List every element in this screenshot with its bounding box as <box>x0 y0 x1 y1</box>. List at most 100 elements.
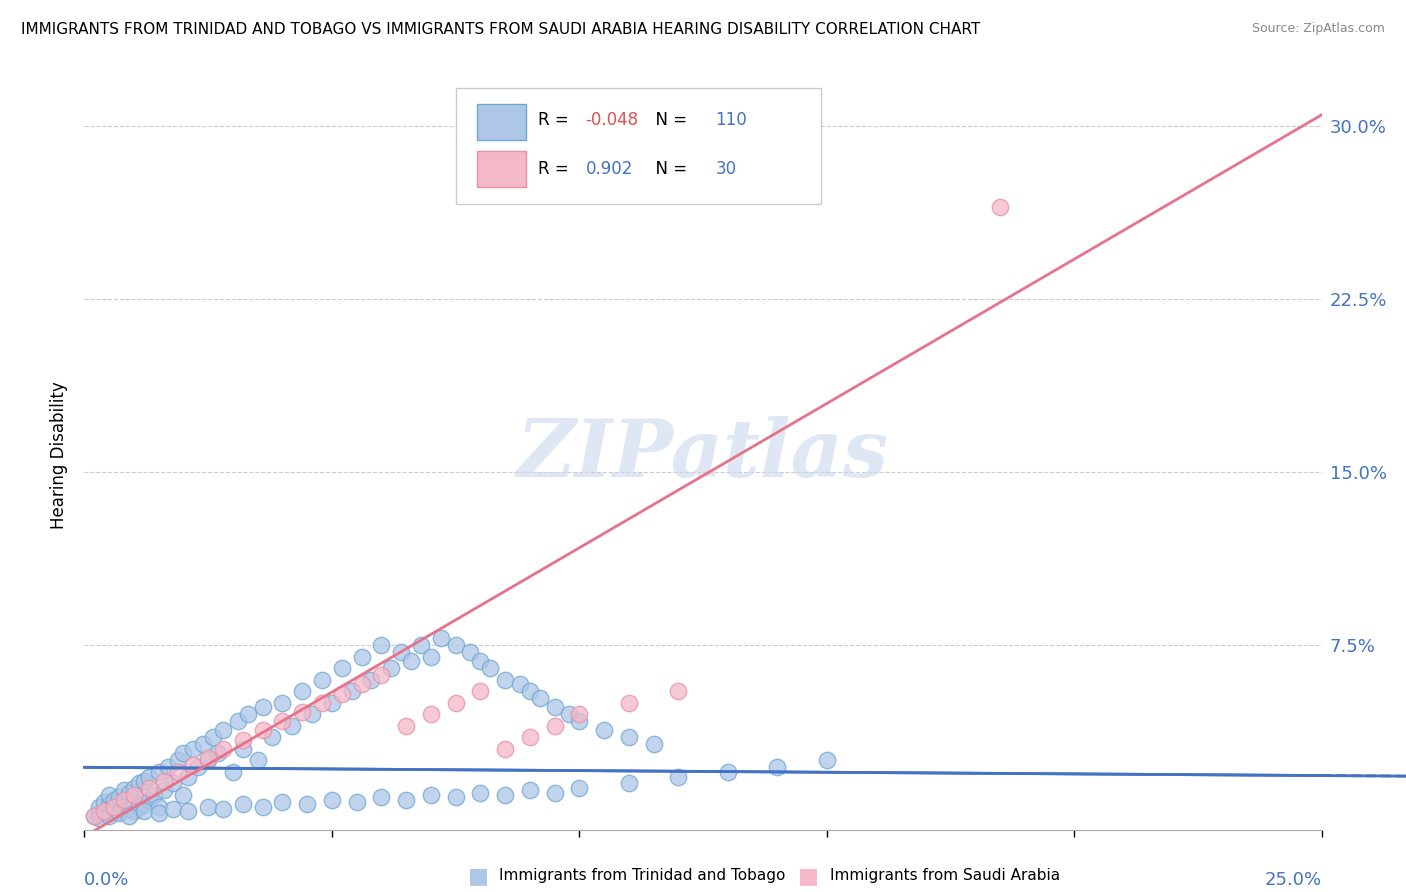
Point <box>617 776 640 790</box>
Text: ■: ■ <box>799 866 818 886</box>
Point <box>98 808 121 822</box>
Point <box>494 788 516 802</box>
Text: ZIPatlas: ZIPatlas <box>517 417 889 493</box>
Point <box>93 795 115 809</box>
Point <box>617 731 640 745</box>
Point <box>419 707 441 722</box>
Point <box>399 654 422 668</box>
Point <box>311 696 333 710</box>
Point <box>212 742 235 756</box>
Point <box>494 673 516 687</box>
Point <box>172 788 194 802</box>
Point <box>112 792 135 806</box>
Point <box>83 808 105 822</box>
Point <box>470 654 492 668</box>
Point <box>148 806 170 821</box>
Point <box>252 799 274 814</box>
Point <box>543 786 565 800</box>
Point <box>157 760 180 774</box>
Point <box>380 661 402 675</box>
Point <box>419 649 441 664</box>
Point <box>370 638 392 652</box>
Point <box>222 764 245 779</box>
Point <box>167 764 190 779</box>
Point <box>212 802 235 816</box>
Bar <box>477 152 526 187</box>
Point <box>128 799 150 814</box>
Point <box>98 797 121 812</box>
Point <box>172 747 194 761</box>
Point <box>191 737 214 751</box>
Point <box>350 649 373 664</box>
Text: ■: ■ <box>468 866 488 886</box>
Point <box>212 723 235 738</box>
Point <box>252 700 274 714</box>
Point <box>593 723 616 738</box>
Point <box>717 764 740 779</box>
Point <box>519 731 541 745</box>
Point <box>181 742 204 756</box>
Point <box>389 645 412 659</box>
Point <box>148 799 170 814</box>
Point <box>311 673 333 687</box>
Point <box>103 799 125 814</box>
Point <box>340 684 363 698</box>
Point <box>419 788 441 802</box>
Point <box>350 677 373 691</box>
Point <box>152 783 174 797</box>
Point <box>460 645 482 659</box>
Point <box>330 661 353 675</box>
Point <box>321 792 343 806</box>
Point <box>122 804 145 818</box>
Point <box>197 753 219 767</box>
Point <box>543 719 565 733</box>
Point <box>138 792 160 806</box>
Text: 0.902: 0.902 <box>585 161 633 178</box>
Point <box>187 760 209 774</box>
Text: N =: N = <box>645 111 692 129</box>
Point <box>112 799 135 814</box>
Point <box>346 795 368 809</box>
Point <box>108 790 131 805</box>
Point <box>509 677 531 691</box>
Text: Immigrants from Saudi Arabia: Immigrants from Saudi Arabia <box>830 869 1060 883</box>
Point <box>118 786 141 800</box>
Point <box>93 804 115 818</box>
Point <box>519 783 541 797</box>
Point <box>370 790 392 805</box>
Point <box>181 758 204 772</box>
Text: 25.0%: 25.0% <box>1264 871 1322 889</box>
Point <box>815 753 838 767</box>
Y-axis label: Hearing Disability: Hearing Disability <box>51 381 69 529</box>
Point <box>98 788 121 802</box>
Point <box>98 806 121 821</box>
Text: N =: N = <box>645 161 692 178</box>
Point <box>479 661 502 675</box>
Point <box>197 799 219 814</box>
Point <box>197 751 219 765</box>
Point <box>262 731 284 745</box>
Point <box>271 714 294 729</box>
Point <box>291 684 314 698</box>
Point <box>89 799 111 814</box>
Bar <box>477 104 526 140</box>
Point <box>617 696 640 710</box>
Point <box>568 780 591 795</box>
FancyBboxPatch shape <box>456 87 821 204</box>
Text: 110: 110 <box>716 111 747 129</box>
Point <box>122 780 145 795</box>
Point <box>330 687 353 701</box>
Point <box>470 786 492 800</box>
Point <box>112 783 135 797</box>
Point <box>470 684 492 698</box>
Point <box>122 788 145 802</box>
Point <box>291 705 314 719</box>
Text: R =: R = <box>538 161 575 178</box>
Point <box>167 753 190 767</box>
Point <box>138 780 160 795</box>
Point <box>103 802 125 816</box>
Point <box>246 753 269 767</box>
Text: Immigrants from Trinidad and Tobago: Immigrants from Trinidad and Tobago <box>499 869 786 883</box>
Point <box>232 797 254 812</box>
Point <box>558 707 581 722</box>
